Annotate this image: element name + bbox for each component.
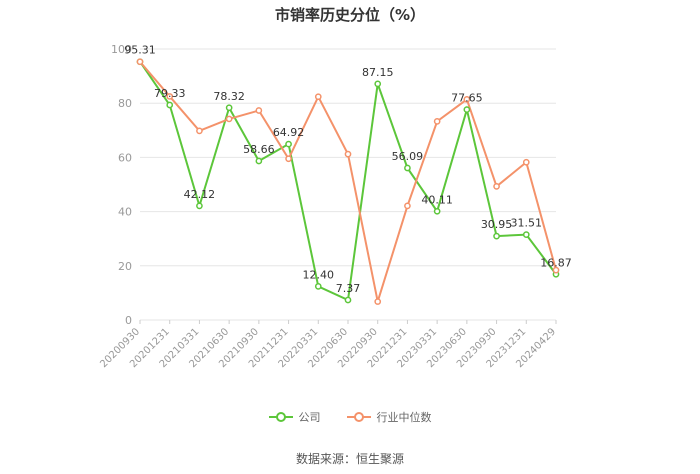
series-1-point [285,155,292,163]
series-1-point [552,266,560,274]
series-0-point [255,157,263,165]
series-0-point [374,80,382,88]
series-1-point [433,118,441,125]
series-0-point [404,164,411,172]
series-0-point [225,104,233,112]
data-label: 12.40 [303,268,335,281]
y-tick-label: 60 [118,151,132,164]
legend-company-label: 公司 [298,411,321,424]
data-label: 7.37 [336,282,361,295]
data-label: 77.65 [451,92,483,105]
chart-title: 市销率历史分位（%） [274,6,426,24]
legend-item-industry[interactable]: 行业中位数 [346,409,432,425]
data-label: 16.87 [540,256,572,269]
series-1-point [493,183,500,190]
y-tick-label: 0 [125,314,132,327]
data-label: 42.12 [184,188,216,201]
data-label: 30.95 [481,218,513,231]
data-label: 64.92 [273,126,305,139]
series-1-point [314,93,322,101]
grid-lines [140,48,556,321]
data-label: 95.31 [124,44,156,57]
series-1-point [522,158,530,166]
legend: 公司 行业中位数 [0,409,700,425]
data-label: 58.66 [243,143,275,156]
y-tick-label: 40 [118,206,132,219]
data-source: 数据来源：恒生聚源 [295,452,404,466]
series-1-point [404,202,411,210]
series-0-point [196,202,203,210]
series-1-point [196,127,203,135]
series-1-point [374,298,382,305]
data-label: 40.11 [421,193,453,206]
series-1-point [166,93,174,100]
series-0-point [166,101,174,109]
y-tick-label: 20 [118,260,132,273]
legend-item-company[interactable]: 公司 [268,409,321,425]
series-lines [136,58,560,305]
data-label: 56.09 [392,150,424,163]
series-1-point [136,58,144,66]
data-label: 31.51 [511,217,543,230]
series-1-point [463,96,471,103]
data-label: 79.33 [154,87,186,100]
series-0-point [344,296,352,304]
data-label: 87.15 [362,66,394,79]
y-tick-label: 80 [118,97,132,110]
data-label: 78.32 [213,90,245,103]
series-0-point [463,106,471,113]
series-0-point [522,231,530,238]
series-0-point [433,207,441,215]
series-line-0 [139,61,557,302]
series-0-point [314,283,322,290]
series-0-point [285,140,292,148]
series-1-point [225,115,233,123]
series-1-point [344,150,352,158]
legend-industry-marker [346,412,371,422]
legend-industry-label: 行业中位数 [376,411,432,424]
series-0-point [493,232,500,240]
data-labels: 95.31 79.33 42.12 78.32 58.66 64.92 12.407.37 8… [124,44,572,295]
series-1-point [255,107,263,114]
legend-company-marker [268,412,293,422]
y-tick-label: 100 [111,43,132,56]
